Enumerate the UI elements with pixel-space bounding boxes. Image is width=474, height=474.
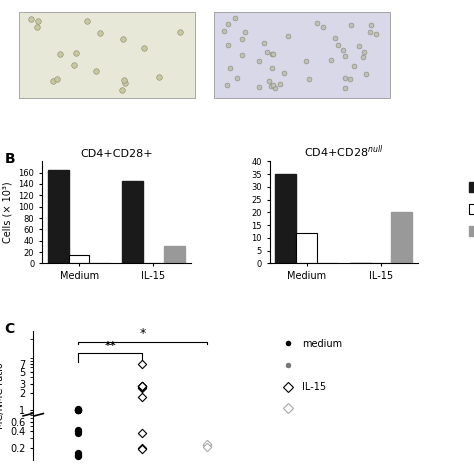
Point	[138, 444, 146, 452]
Point	[138, 383, 146, 390]
Point	[138, 393, 146, 401]
Legend: upper, bottom, : upper, bottom,	[469, 182, 474, 236]
Point	[138, 383, 146, 390]
Point	[138, 383, 146, 390]
Text: C: C	[5, 321, 15, 336]
Point	[203, 443, 210, 450]
Y-axis label: Cells (× 10³): Cells (× 10³)	[3, 182, 13, 243]
Bar	[275, 174, 296, 264]
Point	[138, 383, 146, 391]
Y-axis label: MC/NMC ratio: MC/NMC ratio	[0, 362, 5, 429]
Point	[138, 445, 146, 453]
Point	[74, 405, 82, 413]
Point	[74, 429, 82, 437]
Point	[74, 427, 82, 435]
Bar	[296, 233, 317, 264]
Title: CD4+CD28$^{null}$: CD4+CD28$^{null}$	[304, 144, 383, 161]
Point	[138, 384, 146, 392]
Text: *: *	[139, 328, 146, 340]
FancyBboxPatch shape	[18, 12, 195, 98]
Bar	[164, 246, 184, 264]
Text: **: **	[104, 341, 116, 351]
Bar	[69, 255, 90, 264]
Point	[203, 442, 210, 449]
Point	[74, 452, 82, 460]
Point	[74, 406, 82, 413]
Bar	[392, 212, 412, 264]
Point	[138, 360, 146, 368]
Point	[74, 406, 82, 413]
Bar	[48, 170, 69, 264]
Legend: medium, , IL-15, : medium, , IL-15,	[274, 335, 346, 418]
Point	[203, 441, 210, 448]
Point	[74, 451, 82, 458]
Point	[74, 406, 82, 413]
Point	[74, 449, 82, 457]
Title: CD4+CD28+: CD4+CD28+	[80, 149, 153, 159]
Point	[74, 406, 82, 414]
FancyBboxPatch shape	[214, 12, 390, 98]
Text: B: B	[5, 152, 15, 166]
Point	[138, 429, 146, 437]
Point	[74, 427, 82, 434]
Bar	[122, 181, 143, 264]
